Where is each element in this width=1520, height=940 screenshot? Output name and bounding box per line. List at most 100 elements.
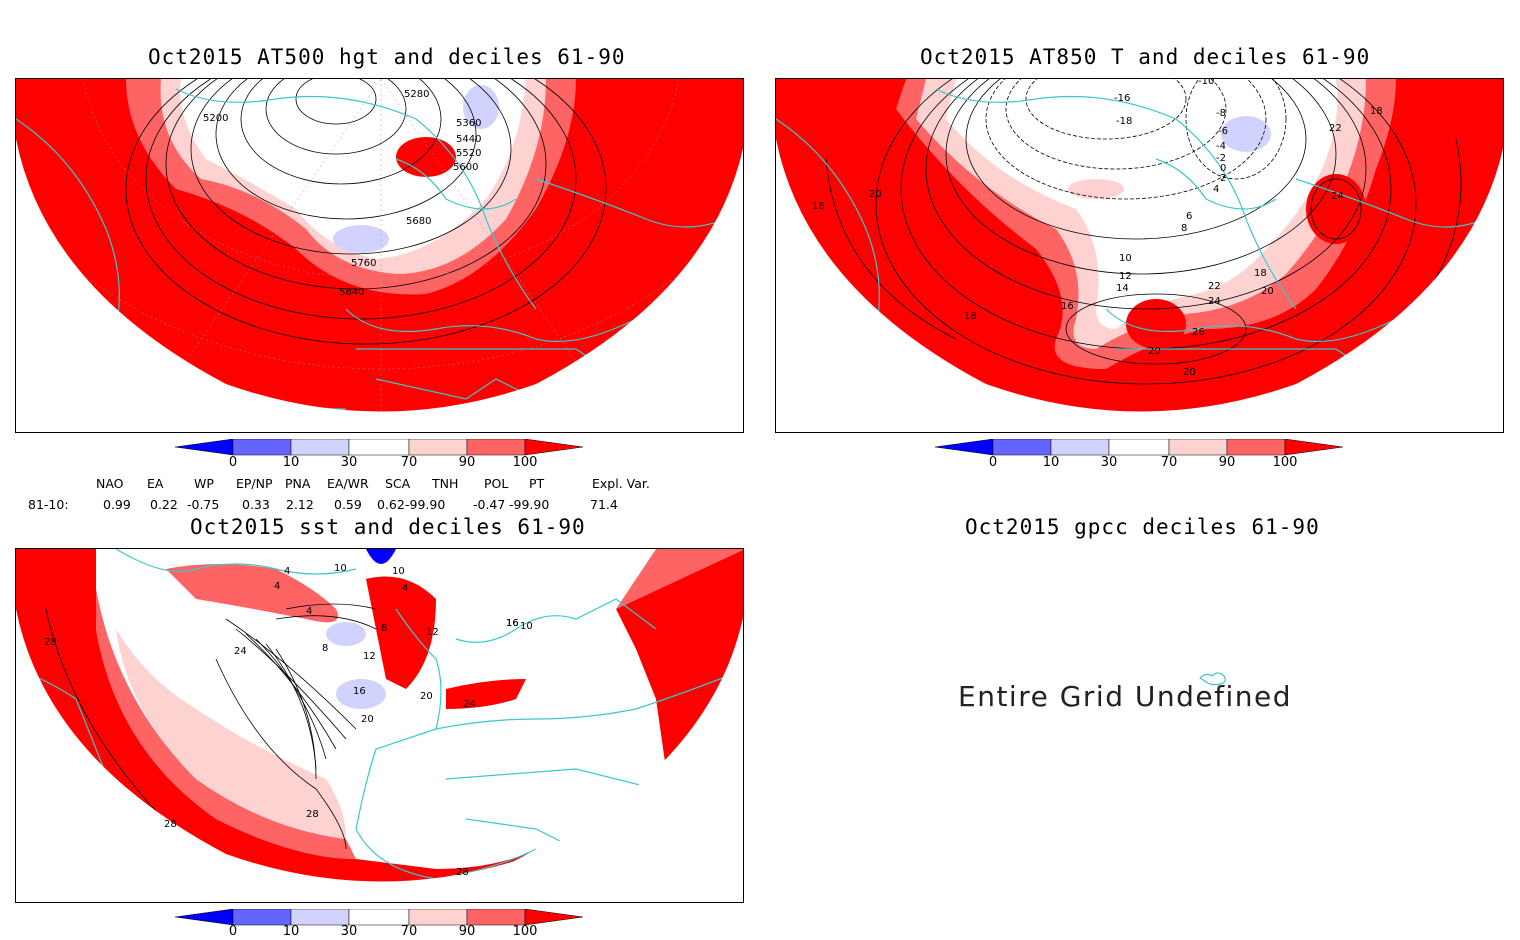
- contour-label: 20: [361, 714, 374, 725]
- decile-fill-low: [463, 85, 499, 129]
- contour-label: 26: [1192, 327, 1205, 338]
- colorbar-label: 30: [340, 455, 358, 470]
- contour-labels: 5200 5280 5360 5440 5520 5600 5680 5760 …: [203, 89, 481, 298]
- index-value: 71.4: [590, 497, 618, 512]
- panel2-map: -10 -16 -18 -8 -6 -4 -2 0 2 4 6 8 10 12 …: [776, 79, 1503, 412]
- contour-label: 20: [1261, 286, 1274, 297]
- index-value: 0.99: [103, 497, 131, 512]
- graticule: [16, 79, 743, 412]
- panel4-title: Oct2015 gpcc deciles 61-90: [965, 515, 1320, 539]
- index-value: -99.90: [405, 497, 446, 512]
- contour-label: 20: [420, 691, 433, 702]
- contour-label: 5680: [406, 216, 431, 227]
- index-header: EA/WR: [327, 476, 369, 491]
- decile-fill-neutral: [180, 79, 526, 259]
- contour-label: 20: [1183, 367, 1196, 378]
- contour-label: 10: [1119, 253, 1132, 264]
- colorbar-panel3: 0 10 30 70 90 100: [174, 908, 585, 940]
- contour-label: -4: [1216, 141, 1226, 152]
- colorbar-label: 90: [1218, 455, 1236, 470]
- contour-label: 5840: [339, 287, 364, 298]
- contour-label: 5520: [456, 148, 481, 159]
- panel3-title: Oct2015 sst and deciles 61-90: [190, 515, 586, 539]
- contour-label: 5760: [351, 258, 376, 269]
- contour-label: 10: [392, 566, 405, 577]
- index-header: PT: [529, 476, 545, 491]
- colorbar-swatches: [174, 438, 584, 456]
- colorbar-label: 70: [1160, 455, 1178, 470]
- colorbar-label: 100: [512, 924, 538, 939]
- contour-label: 2: [1220, 173, 1226, 184]
- contour-label: 8: [322, 643, 328, 654]
- contour-label: 8: [381, 623, 387, 634]
- index-value: 0.33: [242, 497, 270, 512]
- index-value: 0.59: [334, 497, 362, 512]
- index-header: SCA: [385, 476, 411, 491]
- index-value: 0.22: [150, 497, 178, 512]
- contour-label: 18: [964, 311, 977, 322]
- contour-label: 28: [306, 809, 319, 820]
- contour-label: 16: [353, 686, 366, 697]
- colorbar-label: 10: [282, 455, 300, 470]
- contour-label: 18: [812, 201, 825, 212]
- index-header: PNA: [285, 476, 311, 491]
- contour-label: 16: [1061, 301, 1074, 312]
- index-value: -0.75: [187, 497, 220, 512]
- contour-label: 4: [274, 581, 280, 592]
- contour-label: 0: [1220, 163, 1226, 174]
- contour-label: 4: [1213, 184, 1219, 195]
- contour-label: 28: [44, 637, 57, 648]
- contour-label: -6: [1218, 126, 1228, 137]
- contour-label: 8: [1181, 223, 1187, 234]
- panel3-map: 4 4 10 10 4 4 8 12 8 12 16 16 20 24 20 2…: [16, 549, 743, 882]
- colorbar-panel2: 0 10 30 70 90 100: [934, 438, 1345, 479]
- colorbar-label: 0: [988, 455, 998, 470]
- contour-label: 5440: [456, 134, 481, 145]
- colorbar-swatches: [934, 438, 1344, 456]
- contour-label: 5280: [404, 89, 429, 100]
- panel1-map-frame: 5200 5280 5360 5440 5520 5600 5680 5760 …: [15, 78, 744, 433]
- contour-label: 24: [234, 646, 247, 657]
- index-header: Expl. Var.: [592, 476, 650, 491]
- colorbar-label: 0: [228, 455, 238, 470]
- colorbar-label: 10: [282, 924, 300, 939]
- contour-label: 5200: [203, 113, 228, 124]
- contour-label: -8: [1216, 108, 1226, 119]
- decile-fill-low: [333, 225, 389, 253]
- colorbar-label: 70: [400, 455, 418, 470]
- index-value: -99.90: [509, 497, 550, 512]
- contour-label: -10: [1198, 79, 1214, 87]
- colorbar-label: 90: [458, 924, 476, 939]
- colorbar-swatches: [174, 908, 584, 926]
- index-value: -0.47: [473, 497, 506, 512]
- contour-label: -18: [1116, 116, 1132, 127]
- contour-label: 16: [506, 618, 519, 629]
- contour-label: 12: [426, 627, 439, 638]
- index-header: EP/NP: [236, 476, 273, 491]
- contour-label: 5360: [456, 118, 481, 129]
- colorbar-panel1: 0 10 30 70 90 100: [174, 438, 585, 479]
- contour-label: 24: [1331, 191, 1344, 202]
- contour-label: 24: [1208, 296, 1221, 307]
- contour-label: 4: [284, 566, 290, 577]
- index-value: 2.12: [286, 497, 314, 512]
- colorbar-label: 90: [458, 455, 476, 470]
- panel2-title: Oct2015 AT850 T and deciles 61-90: [920, 45, 1371, 69]
- contour-label: 4: [306, 606, 312, 617]
- decile-fill-strong: [396, 137, 456, 177]
- colorbar-label: 0: [228, 924, 238, 939]
- colorbar-label: 100: [512, 455, 538, 470]
- contour-label: 22: [1329, 123, 1342, 134]
- contour-label: 12: [363, 651, 376, 662]
- colorbar-label: 10: [1042, 455, 1060, 470]
- colorbar-label: 70: [400, 924, 418, 939]
- contour-label: 14: [1116, 283, 1129, 294]
- colorbar-label: 30: [340, 924, 358, 939]
- contour-label: 18: [1370, 106, 1383, 117]
- index-value: 0.62: [377, 497, 405, 512]
- index-header: WP: [194, 476, 214, 491]
- panel2-map-frame: -10 -16 -18 -8 -6 -4 -2 0 2 4 6 8 10 12 …: [775, 78, 1504, 433]
- contour-label: 16: [506, 618, 519, 629]
- index-header: NAO: [96, 476, 124, 491]
- contour-label: 4: [402, 583, 408, 594]
